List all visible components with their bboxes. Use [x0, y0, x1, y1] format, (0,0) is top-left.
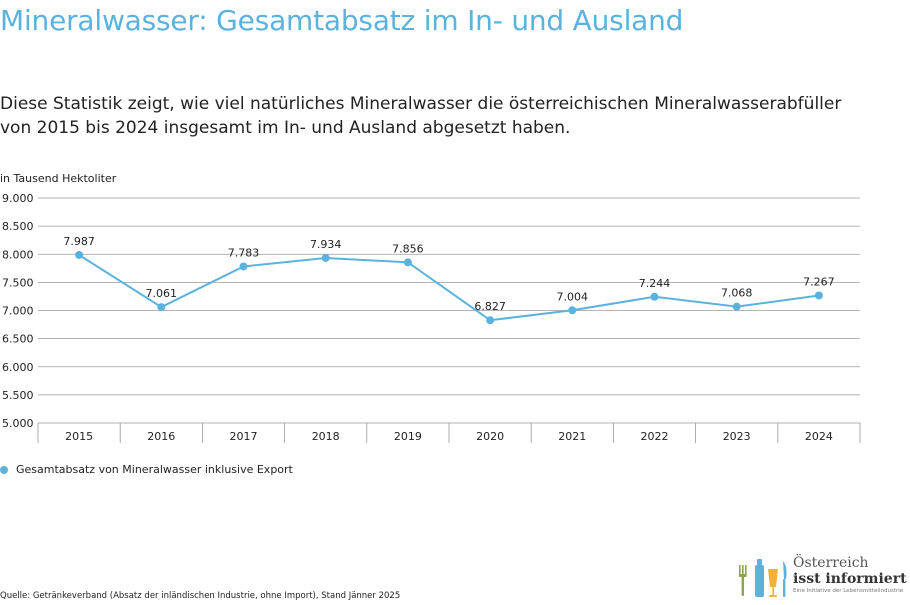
- cutlery-bottle-logo-icon: [739, 559, 787, 597]
- page-title: Mineralwasser: Gesamtabsatz im In- und A…: [0, 4, 684, 37]
- logo-line-2: isst informiert: [793, 571, 907, 587]
- data-point: [321, 253, 330, 262]
- legend-label: Gesamtabsatz von Mineralwasser inklusive…: [16, 463, 293, 476]
- data-label: 7.783: [228, 246, 260, 259]
- x-tick-label: 2017: [230, 430, 258, 443]
- y-tick-label: 7.000: [2, 305, 34, 318]
- data-label: 7.068: [721, 287, 753, 300]
- data-label: 7.987: [63, 235, 95, 248]
- y-tick-label: 8.500: [2, 220, 34, 233]
- data-point: [75, 250, 84, 259]
- data-label: 7.934: [310, 238, 342, 251]
- data-label: 7.004: [557, 290, 589, 303]
- y-tick-label: 5.000: [2, 417, 34, 430]
- logo-line-1: Österreich: [793, 555, 869, 571]
- data-point: [403, 258, 412, 267]
- logo-line-3: Eine Initiative der Lebensmittelindustri…: [793, 588, 904, 594]
- y-tick-label: 7.500: [2, 276, 34, 289]
- logo: Österreich isst informiert Eine Initiati…: [735, 553, 910, 603]
- x-tick-label: 2022: [641, 430, 669, 443]
- y-tick-label: 9.000: [2, 192, 34, 205]
- series-line: [78, 254, 820, 322]
- data-label: 6.827: [474, 300, 506, 313]
- data-label: 7.244: [639, 277, 671, 290]
- data-point: [157, 303, 166, 312]
- data-point: [650, 292, 659, 301]
- chart-description: Diese Statistik zeigt, wie viel natürlic…: [0, 92, 900, 140]
- chart-legend: Gesamtabsatz von Mineralwasser inklusive…: [0, 463, 293, 476]
- y-tick-label: 6.000: [2, 361, 34, 374]
- x-tick-label: 2021: [558, 430, 586, 443]
- data-label: 7.267: [803, 275, 835, 288]
- x-tick-label: 2020: [476, 430, 504, 443]
- legend-marker: [0, 465, 8, 474]
- data-point: [814, 291, 823, 300]
- x-tick-label: 2019: [394, 430, 422, 443]
- y-tick-label: 5.500: [2, 389, 34, 402]
- data-point: [568, 306, 577, 315]
- y-axis-unit-label: in Tausend Hektoliter: [0, 172, 117, 185]
- x-tick-label: 2024: [805, 430, 833, 443]
- y-tick-label: 8.000: [2, 248, 34, 261]
- description-line-2: von 2015 bis 2024 insgesamt im In- und A…: [0, 118, 571, 138]
- description-line-1: Diese Statistik zeigt, wie viel natürlic…: [0, 94, 842, 114]
- line-chart: 5.000 5.500 6.000 6.500 7.000 7.500 8.000 8.500…: [2, 192, 861, 443]
- data-point: [239, 262, 248, 271]
- data-label: 7.061: [146, 287, 178, 300]
- data-label: 7.856: [392, 242, 424, 255]
- source-note: Quelle: Getränkeverband (Absatz der inlä…: [0, 591, 401, 601]
- data-point: [732, 302, 741, 311]
- x-tick-label: 2018: [312, 430, 340, 443]
- x-tick-label: 2016: [147, 430, 175, 443]
- y-tick-label: 6.500: [2, 333, 34, 346]
- data-point: [486, 316, 495, 325]
- x-tick-label: 2015: [65, 430, 93, 443]
- x-tick-label: 2023: [723, 430, 751, 443]
